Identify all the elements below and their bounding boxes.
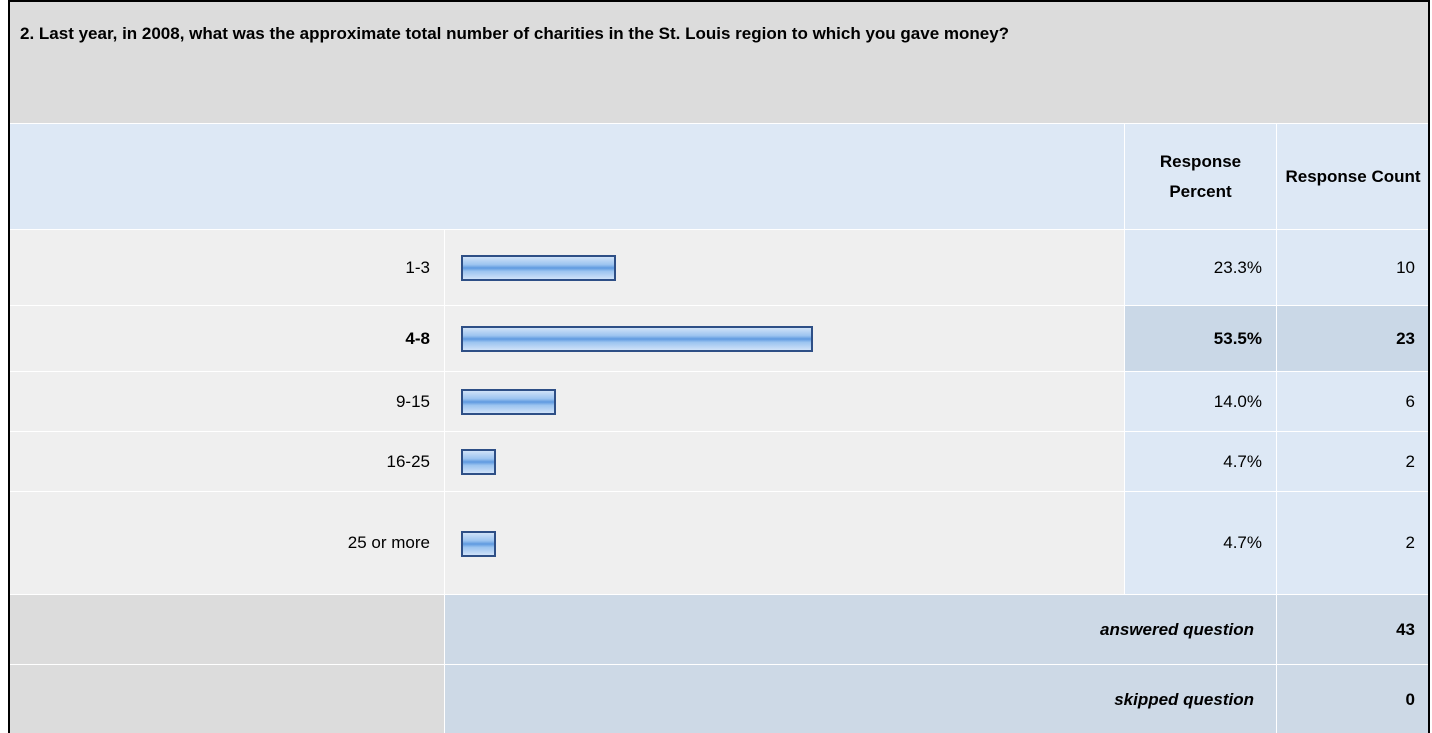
- row-label: 1-3: [10, 230, 445, 306]
- percent-cell: 14.0%: [1125, 372, 1277, 432]
- summary-label: answered question: [445, 595, 1277, 665]
- bar-cell: [445, 492, 1125, 595]
- column-header: Response Percent: [1125, 124, 1277, 230]
- count-cell: 23: [1277, 306, 1428, 372]
- survey-table: 2. Last year, in 2008, what was the appr…: [8, 0, 1430, 733]
- column-header: Response Count: [1277, 124, 1428, 230]
- percent-cell: 23.3%: [1125, 230, 1277, 306]
- bar: [461, 449, 496, 475]
- summary-value: 43: [1277, 595, 1428, 665]
- row-label: 4-8: [10, 306, 445, 372]
- percent-cell: 4.7%: [1125, 432, 1277, 492]
- summary-value: 0: [1277, 665, 1428, 733]
- count-cell: 6: [1277, 372, 1428, 432]
- count-cell: 2: [1277, 492, 1428, 595]
- row-label: 16-25: [10, 432, 445, 492]
- bar-cell: [445, 372, 1125, 432]
- percent-cell: 53.5%: [1125, 306, 1277, 372]
- percent-cell: 4.7%: [1125, 492, 1277, 595]
- bar: [461, 255, 617, 281]
- bar: [461, 389, 556, 415]
- bar-cell: [445, 432, 1125, 492]
- count-cell: 10: [1277, 230, 1428, 306]
- bar: [461, 326, 813, 352]
- count-cell: 2: [1277, 432, 1428, 492]
- row-label: 9-15: [10, 372, 445, 432]
- bar: [461, 530, 496, 557]
- summary-blank: [10, 595, 445, 665]
- question-title: 2. Last year, in 2008, what was the appr…: [10, 2, 1428, 124]
- summary-label: skipped question: [445, 665, 1277, 733]
- header-blank: [10, 124, 1125, 230]
- row-label: 25 or more: [10, 492, 445, 595]
- summary-blank: [10, 665, 445, 733]
